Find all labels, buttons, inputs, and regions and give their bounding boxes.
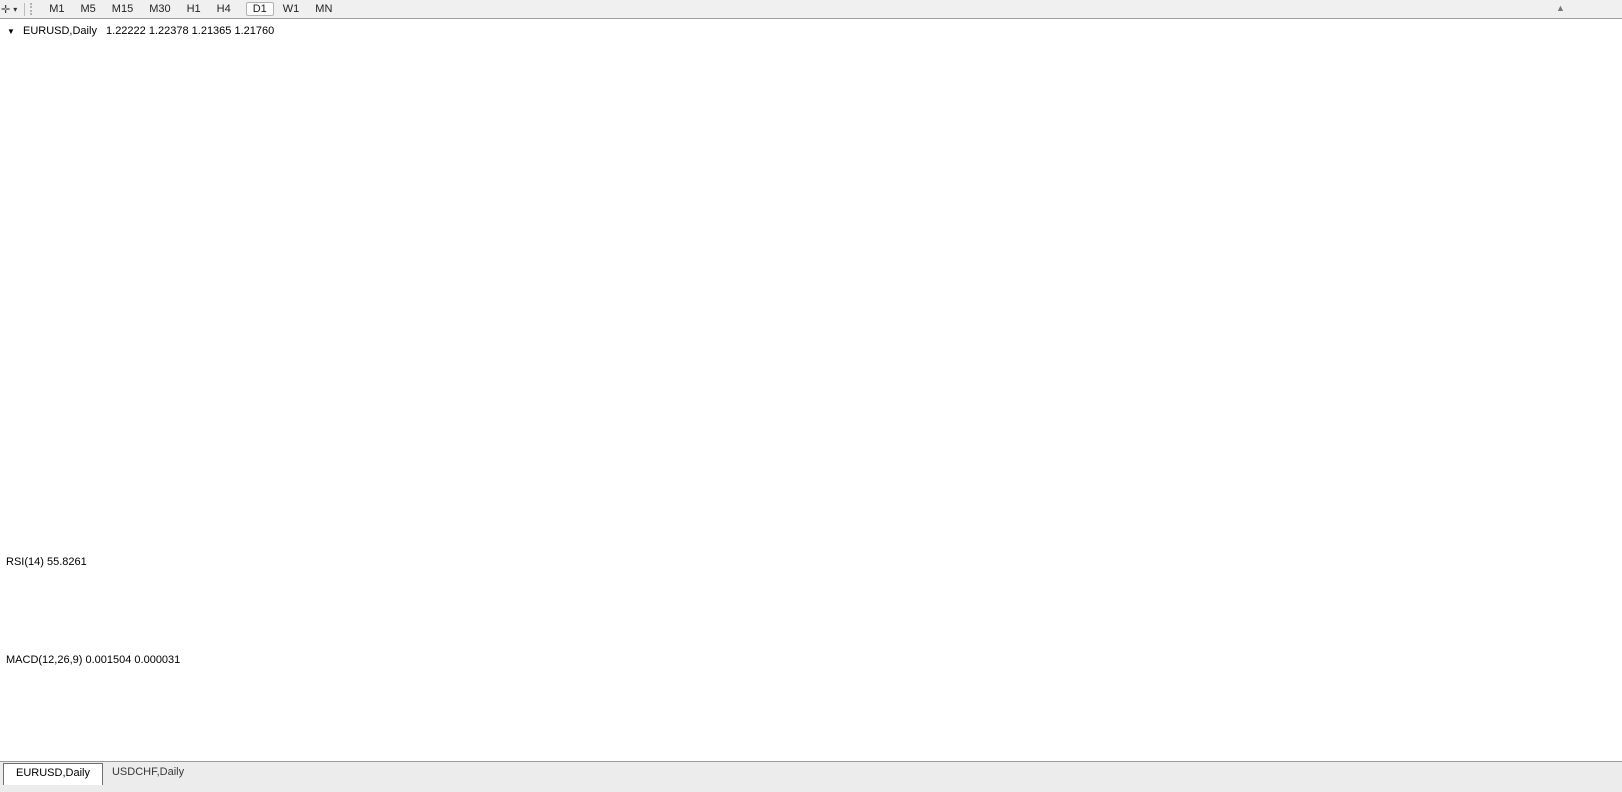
chart-title: ▼ EURUSD,Daily 1.22222 1.22378 1.21365 1… xyxy=(7,25,274,37)
symbol-tab-bar: EURUSD,Daily USDCHF,Daily xyxy=(0,761,1622,792)
timeframe-button-w1[interactable]: W1 xyxy=(282,3,300,15)
timeframe-button-d1[interactable]: D1 xyxy=(245,2,274,16)
timeframe-button-h4[interactable]: H4 xyxy=(216,3,231,15)
timeframe-buttons: M1 M5 M15 M30 H1 H4 D1 W1 MN xyxy=(41,2,340,16)
timeframe-toolbar: ✛ ▾ M1 M5 M15 M30 H1 H4 D1 W1 MN xyxy=(0,0,1622,19)
tab-usdchf-daily[interactable]: USDCHF,Daily xyxy=(111,766,185,778)
toolbar-separator xyxy=(24,2,26,16)
chart-symbol: EURUSD,Daily xyxy=(22,25,97,37)
timeframe-button-mn[interactable]: MN xyxy=(315,3,333,15)
chart-ohlc-values: 1.22222 1.22378 1.21365 1.21760 xyxy=(106,25,275,37)
cursor-tool-icon[interactable]: ✛ xyxy=(1,3,11,16)
scroll-up-icon[interactable]: ▲ xyxy=(1556,3,1565,13)
collapse-caret-icon[interactable]: ▼ xyxy=(7,27,15,36)
toolbar-grip[interactable] xyxy=(30,3,36,15)
timeframe-button-m5[interactable]: M5 xyxy=(80,3,96,15)
timeframe-button-h1[interactable]: H1 xyxy=(186,3,201,15)
timeframe-button-m1[interactable]: M1 xyxy=(49,3,65,15)
tab-eurusd-daily[interactable]: EURUSD,Daily xyxy=(3,763,103,785)
timeframe-button-m30[interactable]: M30 xyxy=(149,3,171,15)
timeframe-button-m15[interactable]: M15 xyxy=(111,3,134,15)
rsi-label: RSI(14) 55.8261 xyxy=(6,556,87,568)
macd-label: MACD(12,26,9) 0.001504 0.000031 xyxy=(6,654,181,666)
chevron-down-icon[interactable]: ▾ xyxy=(13,4,18,14)
